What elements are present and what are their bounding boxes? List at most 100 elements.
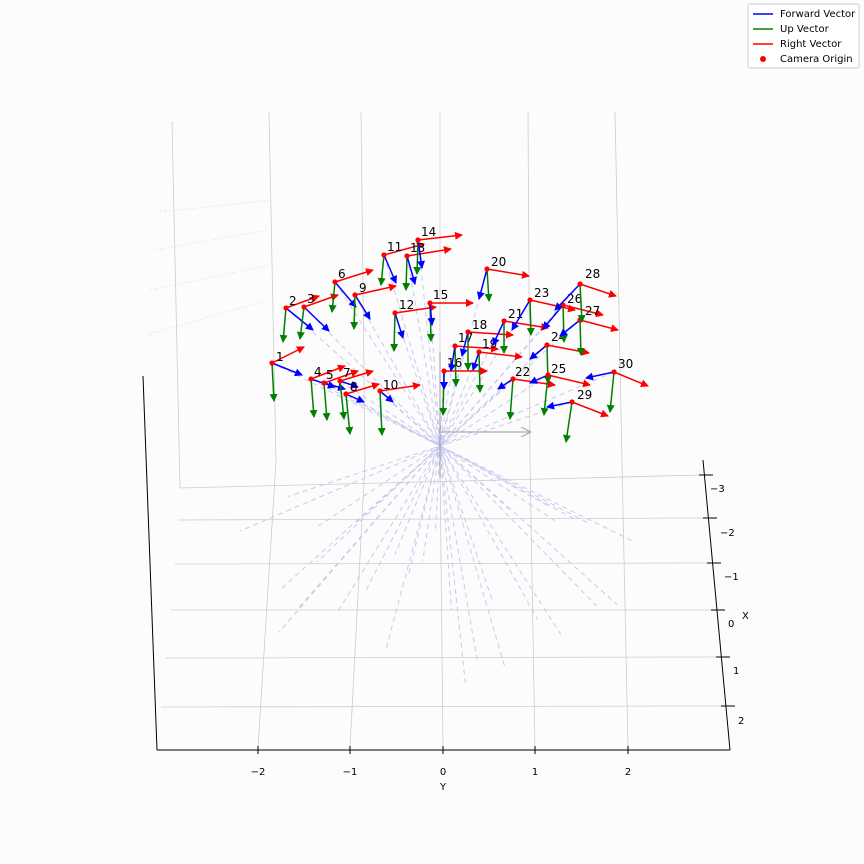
right-vector — [334, 268, 374, 283]
camera-label: 10 — [383, 378, 398, 392]
x-tick-label: 1 — [733, 666, 739, 677]
legend-origin-swatch — [760, 56, 766, 62]
right-vector — [379, 382, 421, 392]
right-vector — [503, 320, 549, 331]
camera-origin — [452, 343, 458, 349]
camera-label: 26 — [567, 292, 582, 306]
right-vector — [354, 283, 397, 296]
camera-ray — [271, 362, 634, 542]
camera-label: 11 — [387, 240, 402, 254]
camera-ray — [239, 371, 615, 532]
camera-label: 5 — [326, 368, 334, 382]
right-vector — [486, 268, 530, 279]
up-vector — [402, 255, 411, 291]
camera-origin — [484, 266, 490, 272]
camera-ray — [285, 307, 618, 605]
forward-vector — [529, 374, 549, 384]
right-vector — [571, 401, 609, 418]
up-vector — [350, 294, 359, 330]
camera-ray — [278, 283, 581, 633]
camera-label: 2 — [289, 294, 297, 308]
z-axis-line — [142, 375, 158, 751]
up-vector — [339, 380, 348, 420]
y-tick-label: 0 — [440, 767, 446, 778]
camera-ray — [334, 281, 562, 635]
up-vector — [269, 362, 278, 402]
right-vector — [579, 283, 617, 298]
forward-vector — [492, 320, 505, 346]
y-tick-label: 1 — [532, 767, 538, 778]
camera-ray — [345, 393, 549, 507]
right-vector — [345, 382, 380, 395]
grid-wall-line — [149, 264, 270, 291]
camera-23: 23 — [511, 286, 576, 336]
forward-vector — [417, 239, 425, 269]
right-vector — [310, 364, 346, 380]
camera-origin — [544, 342, 550, 348]
grid-floor-line — [349, 461, 366, 749]
forward-vector — [529, 344, 548, 360]
right-vector — [323, 369, 359, 384]
camera-origin — [337, 378, 343, 384]
camera-10: 10 — [377, 378, 421, 436]
grid-floor-line — [165, 656, 721, 659]
y-tick-label: −1 — [343, 767, 358, 778]
up-vector — [563, 401, 573, 443]
x-tick-label: 2 — [738, 716, 744, 727]
grid-floor-line — [529, 461, 536, 749]
x-tick-label: 0 — [728, 619, 734, 630]
grid-wall-line — [145, 299, 270, 336]
camera-ray — [354, 294, 539, 620]
right-vector — [303, 293, 339, 308]
camera-28: 28 — [554, 267, 617, 323]
legend-box — [747, 3, 860, 69]
forward-vector — [546, 401, 573, 410]
y-tick-label: −2 — [251, 767, 266, 778]
camera-label: 29 — [577, 388, 592, 402]
camera-label: 22 — [515, 365, 530, 379]
camera-label: 1 — [276, 350, 284, 364]
camera-2: 2 — [279, 294, 320, 343]
camera-ray — [379, 390, 510, 510]
right-vector — [613, 371, 649, 388]
up-vector — [413, 239, 422, 275]
camera-9: 9 — [350, 281, 397, 330]
forward-vector — [394, 312, 405, 339]
camera-12: 12 — [390, 298, 437, 352]
camera-label: 4 — [314, 365, 322, 379]
forward-vector — [559, 319, 581, 337]
right-vector — [454, 344, 499, 353]
camera-label: 30 — [618, 357, 633, 371]
axes: −2 −1 0 1 2 Y −3 −2 −1 0 1 2 X — [142, 375, 749, 793]
camera-ray — [429, 302, 452, 611]
forward-vector — [585, 371, 615, 381]
camera-label: 9 — [359, 281, 367, 295]
origin-axes — [439, 352, 530, 478]
forward-vector — [334, 281, 357, 308]
camera-label: 25 — [551, 362, 566, 376]
camera-20: 20 — [476, 255, 530, 302]
right-vector — [547, 374, 591, 388]
camera-ray — [323, 382, 574, 519]
camera-origin — [308, 376, 314, 382]
camera-origin — [377, 388, 383, 394]
camera-ray — [339, 380, 556, 522]
right-vector — [478, 351, 523, 361]
camera-origin — [545, 372, 551, 378]
camera-8: 8 — [343, 380, 380, 435]
camera-origin — [569, 399, 575, 405]
camera-30: 30 — [585, 357, 649, 413]
grid-lines — [145, 111, 726, 749]
right-vector — [394, 304, 437, 314]
grid-wall-line — [154, 229, 270, 251]
camera-origin — [527, 297, 533, 303]
camera-17: 17 — [448, 331, 499, 387]
camera-ray — [383, 254, 505, 666]
grid-wall-line — [268, 111, 277, 463]
camera-label: 15 — [433, 288, 448, 302]
camera-origin — [465, 329, 471, 335]
camera-ray — [278, 319, 581, 592]
camera-origin — [392, 310, 398, 316]
forward-vector — [345, 393, 365, 403]
forward-vector — [471, 351, 480, 371]
